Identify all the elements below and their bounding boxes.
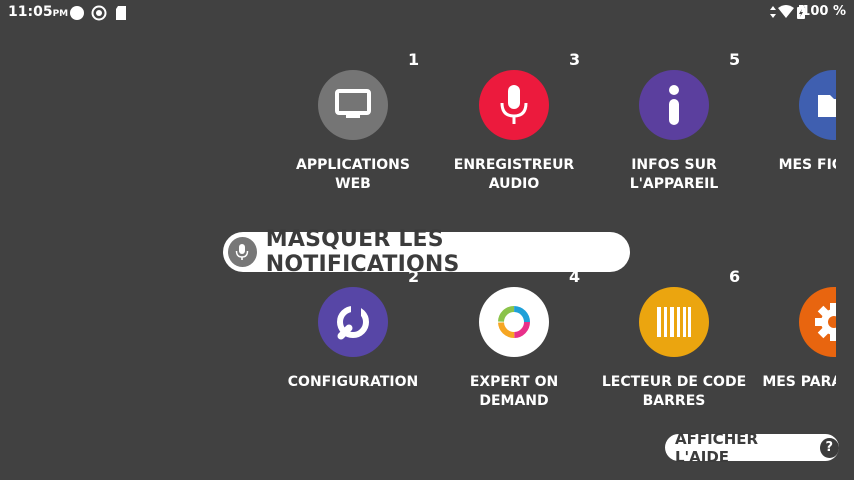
tile-label: ENREGISTREUR AUDIO (453, 157, 575, 192)
tile-number: 3 (569, 50, 581, 69)
barcode-icon (639, 287, 709, 357)
monitor-icon (318, 70, 388, 140)
hide-notifications-label: MASQUER LES NOTIFICATIONS (265, 227, 460, 277)
tile-label: EXPERT ON DEMAND (469, 374, 559, 409)
tile-configuration[interactable]: 2 CONFIGURATION (273, 267, 433, 417)
wifi-icon (778, 5, 794, 18)
gear-icon (799, 287, 836, 357)
microphone-icon (228, 237, 257, 267)
data-transfer-icon (770, 6, 776, 18)
hide-notifications-hint[interactable]: MASQUER LES NOTIFICATIONS (223, 227, 630, 277)
show-help-button[interactable]: AFFICHER L'AIDE ? (665, 430, 839, 466)
battery-icon (797, 5, 805, 19)
tile-label: LECTEUR DE CODE BARRES (601, 374, 747, 409)
status-bar: 11:05PM 100 % (0, 0, 854, 26)
circle-notification-icon (70, 6, 84, 20)
tile-expert-on-demand[interactable]: 4 EXPERT ON DEMAND (434, 267, 594, 417)
show-help-label: AFFICHER L'AIDE (675, 429, 759, 466)
info-icon (639, 70, 709, 140)
tile-infos-appareil[interactable]: 5 INFOS SUR L'APPAREIL (594, 50, 754, 200)
battery-percent: 100 % (801, 4, 846, 19)
sd-card-icon (116, 6, 126, 20)
tile-number: 2 (408, 267, 420, 286)
tile-label: INFOS SUR L'APPAREIL (629, 157, 719, 192)
folder-icon (799, 70, 836, 140)
tile-mes-fichiers[interactable]: MES FICHIERS (754, 50, 836, 200)
tile-label: MES PARAMÈTRES (762, 374, 836, 390)
tile-number: 5 (729, 50, 741, 69)
clock: 11:05PM (8, 4, 68, 20)
microphone-icon (479, 70, 549, 140)
sync-notification-icon (91, 5, 107, 21)
tile-label: APPLICATIONS WEB (296, 157, 410, 192)
tile-applications-web[interactable]: 1 APPLICATIONS WEB (273, 50, 433, 200)
tile-number: 6 (729, 267, 741, 286)
wrench-icon (318, 287, 388, 357)
clock-time: 11:05 (8, 4, 53, 20)
expert-ring-icon (479, 287, 549, 357)
question-icon: ? (819, 437, 839, 458)
tile-number: 4 (569, 267, 581, 286)
tile-label: CONFIGURATION (287, 374, 419, 390)
app-grid: 1 APPLICATIONS WEB 3 ENREGISTREUR AUDIO … (273, 50, 836, 417)
tile-label: MES FICHIERS (778, 157, 836, 173)
tile-mes-parametres[interactable]: MES PARAMÈTRES (754, 267, 836, 417)
clock-ampm: PM (52, 9, 69, 19)
tile-lecteur-code-barres[interactable]: 6 LECTEUR DE CODE BARRES (594, 267, 754, 417)
tile-enregistreur-audio[interactable]: 3 ENREGISTREUR AUDIO (434, 50, 594, 200)
tile-number: 1 (408, 50, 420, 69)
